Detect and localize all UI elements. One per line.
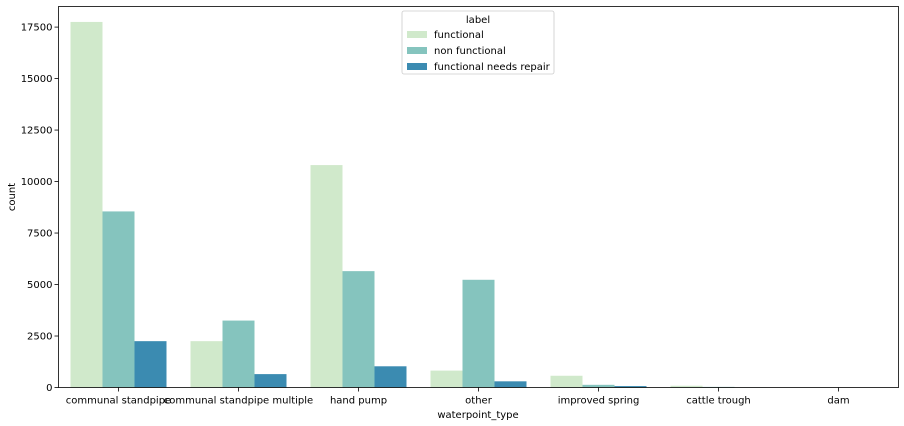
x-tick-label: communal standpipe [66, 396, 171, 407]
legend-frame [401, 10, 555, 75]
x-tick-label: improved spring [558, 396, 640, 407]
plot-frame [58, 6, 899, 388]
bar [134, 341, 167, 388]
y-tick-label: 7500 [27, 229, 52, 240]
legend-swatch [407, 63, 427, 70]
y-tick-label: 15000 [21, 74, 53, 85]
bar [494, 381, 527, 388]
y-tick-label: 2500 [27, 332, 52, 343]
y-tick-label: 10000 [21, 177, 53, 188]
bar [342, 271, 375, 388]
legend-entry: functional [434, 30, 484, 41]
bar [582, 384, 615, 388]
x-tick-label: hand pump [330, 396, 387, 407]
x-axis-label: waterpoint_type [437, 410, 518, 421]
y-tick-label: 17500 [21, 23, 53, 34]
y-tick-label: 0 [46, 383, 52, 394]
legend-swatch [407, 31, 427, 38]
x-tick-label: cattle trough [686, 396, 751, 407]
bar [222, 320, 255, 388]
x-tick-label: other [465, 396, 493, 407]
x-tick-label: dam [827, 396, 849, 407]
bar [462, 279, 495, 388]
legend-swatch [407, 47, 427, 54]
x-tick-label: communal standpipe multiple [164, 396, 313, 407]
bar [670, 385, 703, 388]
bars-layer [70, 21, 855, 388]
bar [70, 21, 103, 388]
bar [310, 165, 343, 388]
y-axis: 0 2500 5000 7500 10000 12500 15000 17500 [21, 23, 59, 394]
legend-entry: non functional [434, 46, 506, 57]
bar [254, 374, 287, 388]
y-tick-label: 12500 [21, 126, 53, 137]
legend-title: label [466, 15, 490, 26]
y-axis-label: count [7, 183, 18, 211]
y-tick-label: 5000 [27, 280, 52, 291]
bar [550, 375, 583, 388]
legend-entry: functional needs repair [434, 62, 551, 73]
bar [614, 386, 647, 388]
bar [430, 370, 463, 388]
legend: label functional non functional functional… [401, 10, 555, 75]
bar [102, 211, 135, 388]
bar [374, 366, 407, 388]
bar [190, 341, 223, 388]
